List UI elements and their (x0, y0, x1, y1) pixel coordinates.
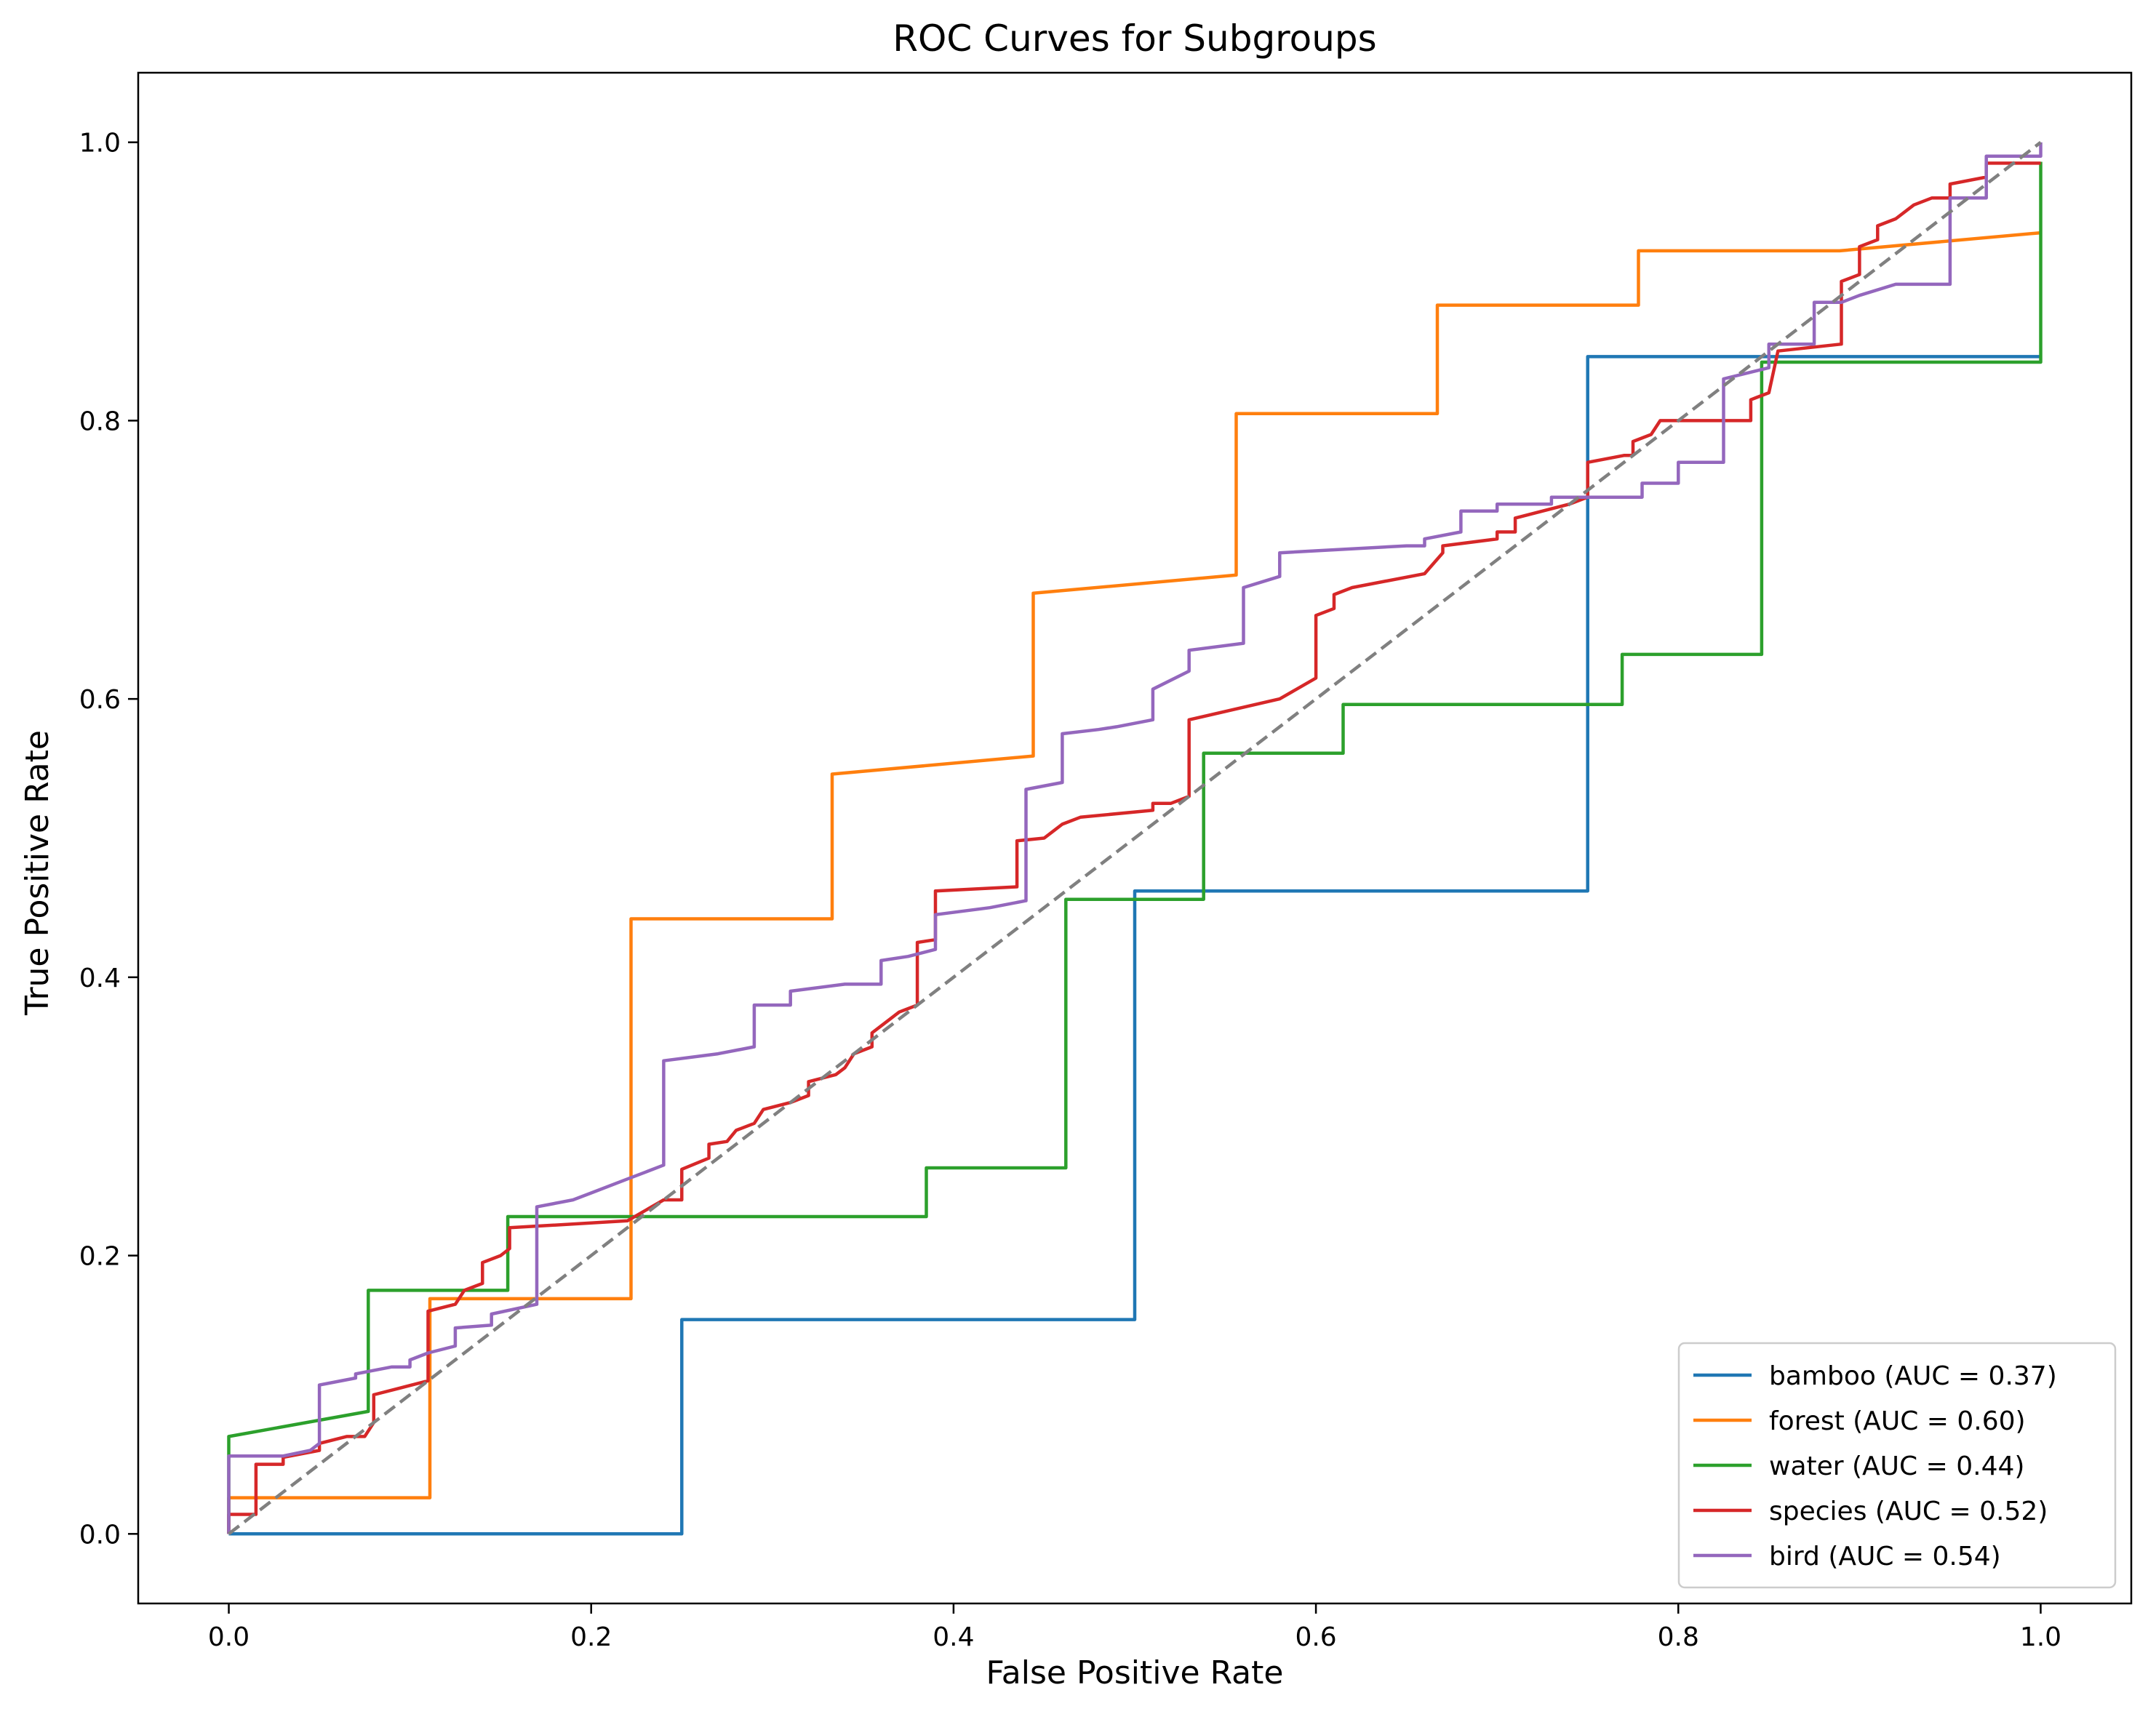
series-line-4 (227, 142, 2043, 1534)
series-line-3 (227, 161, 2041, 1534)
chart-title: ROC Curves for Subgroups (893, 17, 1376, 60)
series-line-2 (227, 161, 2043, 1534)
legend-label-1: forest (AUC = 0.60) (1769, 1406, 2026, 1436)
x-tick-label: 0.6 (1295, 1622, 1336, 1652)
x-tick-label: 0.0 (208, 1622, 249, 1652)
y-axis-label: True Positive Rate (19, 730, 56, 1016)
x-tick-label: 1.0 (2020, 1622, 2061, 1652)
y-tick-label: 0.8 (79, 407, 121, 436)
diagonal-reference-line (228, 140, 2042, 1536)
x-axis-ticks: 0.0 0.2 0.4 0.6 0.8 1.0 (208, 1603, 2061, 1652)
plot-frame (137, 71, 2133, 1605)
x-tick-label: 0.8 (1658, 1622, 1699, 1652)
legend-label-4: bird (AUC = 0.54) (1769, 1542, 2001, 1571)
x-tick-label: 0.4 (933, 1622, 974, 1652)
y-tick-label: 1.0 (79, 129, 121, 159)
y-axis-ticks: 0.0 0.2 0.4 0.6 0.8 1.0 (79, 129, 138, 1550)
legend-label-3: species (AUC = 0.52) (1769, 1497, 2048, 1526)
y-tick-label: 0.4 (79, 964, 121, 993)
legend-label-2: water (AUC = 0.44) (1769, 1451, 2024, 1481)
x-tick-label: 0.2 (570, 1622, 612, 1652)
series-line-1 (227, 231, 2041, 1534)
legend-box (1677, 1342, 2117, 1589)
y-tick-label: 0.2 (79, 1242, 121, 1272)
legend-label-0: bamboo (AUC = 0.37) (1769, 1361, 2057, 1391)
plot-area (227, 140, 2043, 1536)
legend: bamboo (AUC = 0.37) forest (AUC = 0.60) wa… (1677, 1342, 2117, 1589)
series-line-0 (228, 355, 2041, 1536)
x-axis-label: False Positive Rate (986, 1654, 1284, 1691)
y-tick-label: 0.0 (79, 1520, 121, 1550)
y-tick-label: 0.6 (79, 685, 121, 715)
